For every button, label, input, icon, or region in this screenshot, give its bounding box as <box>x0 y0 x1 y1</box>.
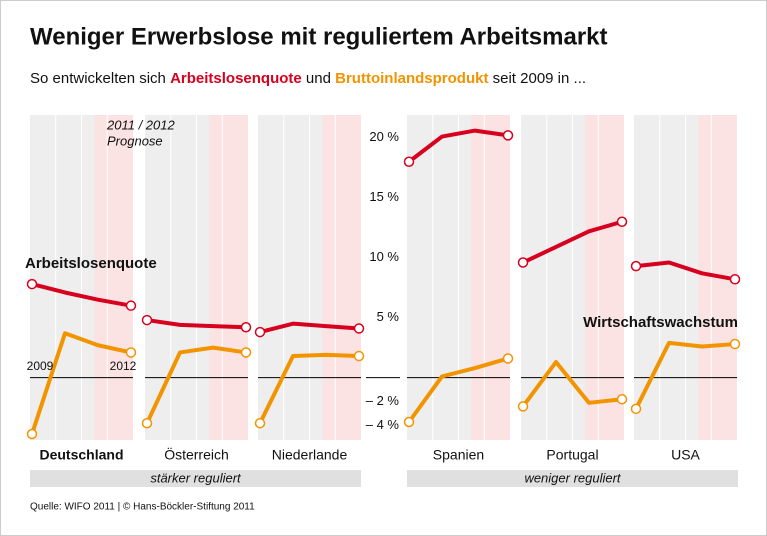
end-point <box>729 274 741 285</box>
forecast-shade <box>94 115 133 440</box>
series-line <box>259 321 360 335</box>
end-point <box>26 278 38 290</box>
group-label: weniger reguliert <box>524 470 621 485</box>
end-point <box>26 428 38 440</box>
end-point <box>630 260 642 272</box>
series-line <box>258 352 360 425</box>
y-tick-label: 10 % <box>369 249 399 264</box>
end-point <box>502 130 514 141</box>
end-point <box>729 338 741 350</box>
subtitle-part: und <box>302 70 335 87</box>
subtitle-part: Arbeitslosenquote <box>170 70 302 87</box>
end-point <box>125 300 137 311</box>
subtitle-part: Bruttoinlandsprodukt <box>335 70 488 87</box>
forecast-shade <box>471 115 510 440</box>
end-point <box>403 156 415 168</box>
panel-label: Spanien <box>433 447 484 463</box>
series-label: Arbeitslosenquote <box>25 255 157 272</box>
y-tick-label: – 4 % <box>366 417 400 432</box>
x-tick-label: 2009 <box>27 359 54 373</box>
series-line <box>635 260 736 282</box>
chart-title: Weniger Erwerbslose mit reguliertem Arbe… <box>30 23 608 50</box>
end-point <box>517 257 529 268</box>
panel-label: Deutschland <box>39 447 123 463</box>
end-point <box>502 353 514 364</box>
panel-label: Österreich <box>164 446 229 463</box>
end-point <box>141 314 153 326</box>
series-line <box>146 318 247 330</box>
forecast-shade <box>322 115 361 440</box>
series-line <box>522 219 623 265</box>
subtitle-part: seit 2009 in ... <box>488 70 586 87</box>
end-point <box>353 323 365 334</box>
series-line <box>407 128 509 164</box>
forecast-label: Prognose <box>107 133 163 148</box>
end-point <box>240 347 252 358</box>
y-tick-label: 5 % <box>377 309 400 324</box>
source: Quelle: WIFO 2011 | © Hans-Böckler-Stift… <box>30 502 255 513</box>
end-point <box>630 403 642 415</box>
end-point <box>254 417 266 429</box>
series-line <box>407 356 509 424</box>
end-point <box>403 416 415 428</box>
end-point <box>240 322 252 333</box>
group-bar <box>407 470 738 487</box>
panel-label: USA <box>671 447 700 463</box>
y-tick-label: 20 % <box>369 129 399 144</box>
group-label: stärker reguliert <box>150 470 242 485</box>
end-point <box>125 347 137 358</box>
group-bar <box>30 470 361 487</box>
y-tick-label: – 2 % <box>366 393 400 408</box>
panel-label: Portugal <box>546 447 598 463</box>
subtitle-part: So entwickelten sich <box>30 70 170 87</box>
forecast-shade <box>209 115 248 440</box>
forecast-shade <box>585 115 624 440</box>
x-tick-label: 2012 <box>110 359 137 373</box>
end-point <box>141 417 153 429</box>
series-line <box>30 331 132 435</box>
y-tick-label: 15 % <box>369 189 399 204</box>
series-label: Wirtschaftswachstum <box>583 314 738 331</box>
end-point <box>616 393 628 405</box>
end-point <box>353 350 365 362</box>
panel-label: Niederlande <box>272 447 348 463</box>
series-line <box>521 360 623 408</box>
end-point <box>616 216 628 227</box>
end-point <box>254 326 266 338</box>
subtitle: So entwickelten sich Arbeitslosenquote u… <box>30 70 586 87</box>
series-line <box>145 345 247 425</box>
series-line <box>31 282 132 308</box>
end-point <box>517 401 529 412</box>
series-line <box>634 340 736 410</box>
forecast-label: 2011 / 2012 <box>106 117 175 132</box>
